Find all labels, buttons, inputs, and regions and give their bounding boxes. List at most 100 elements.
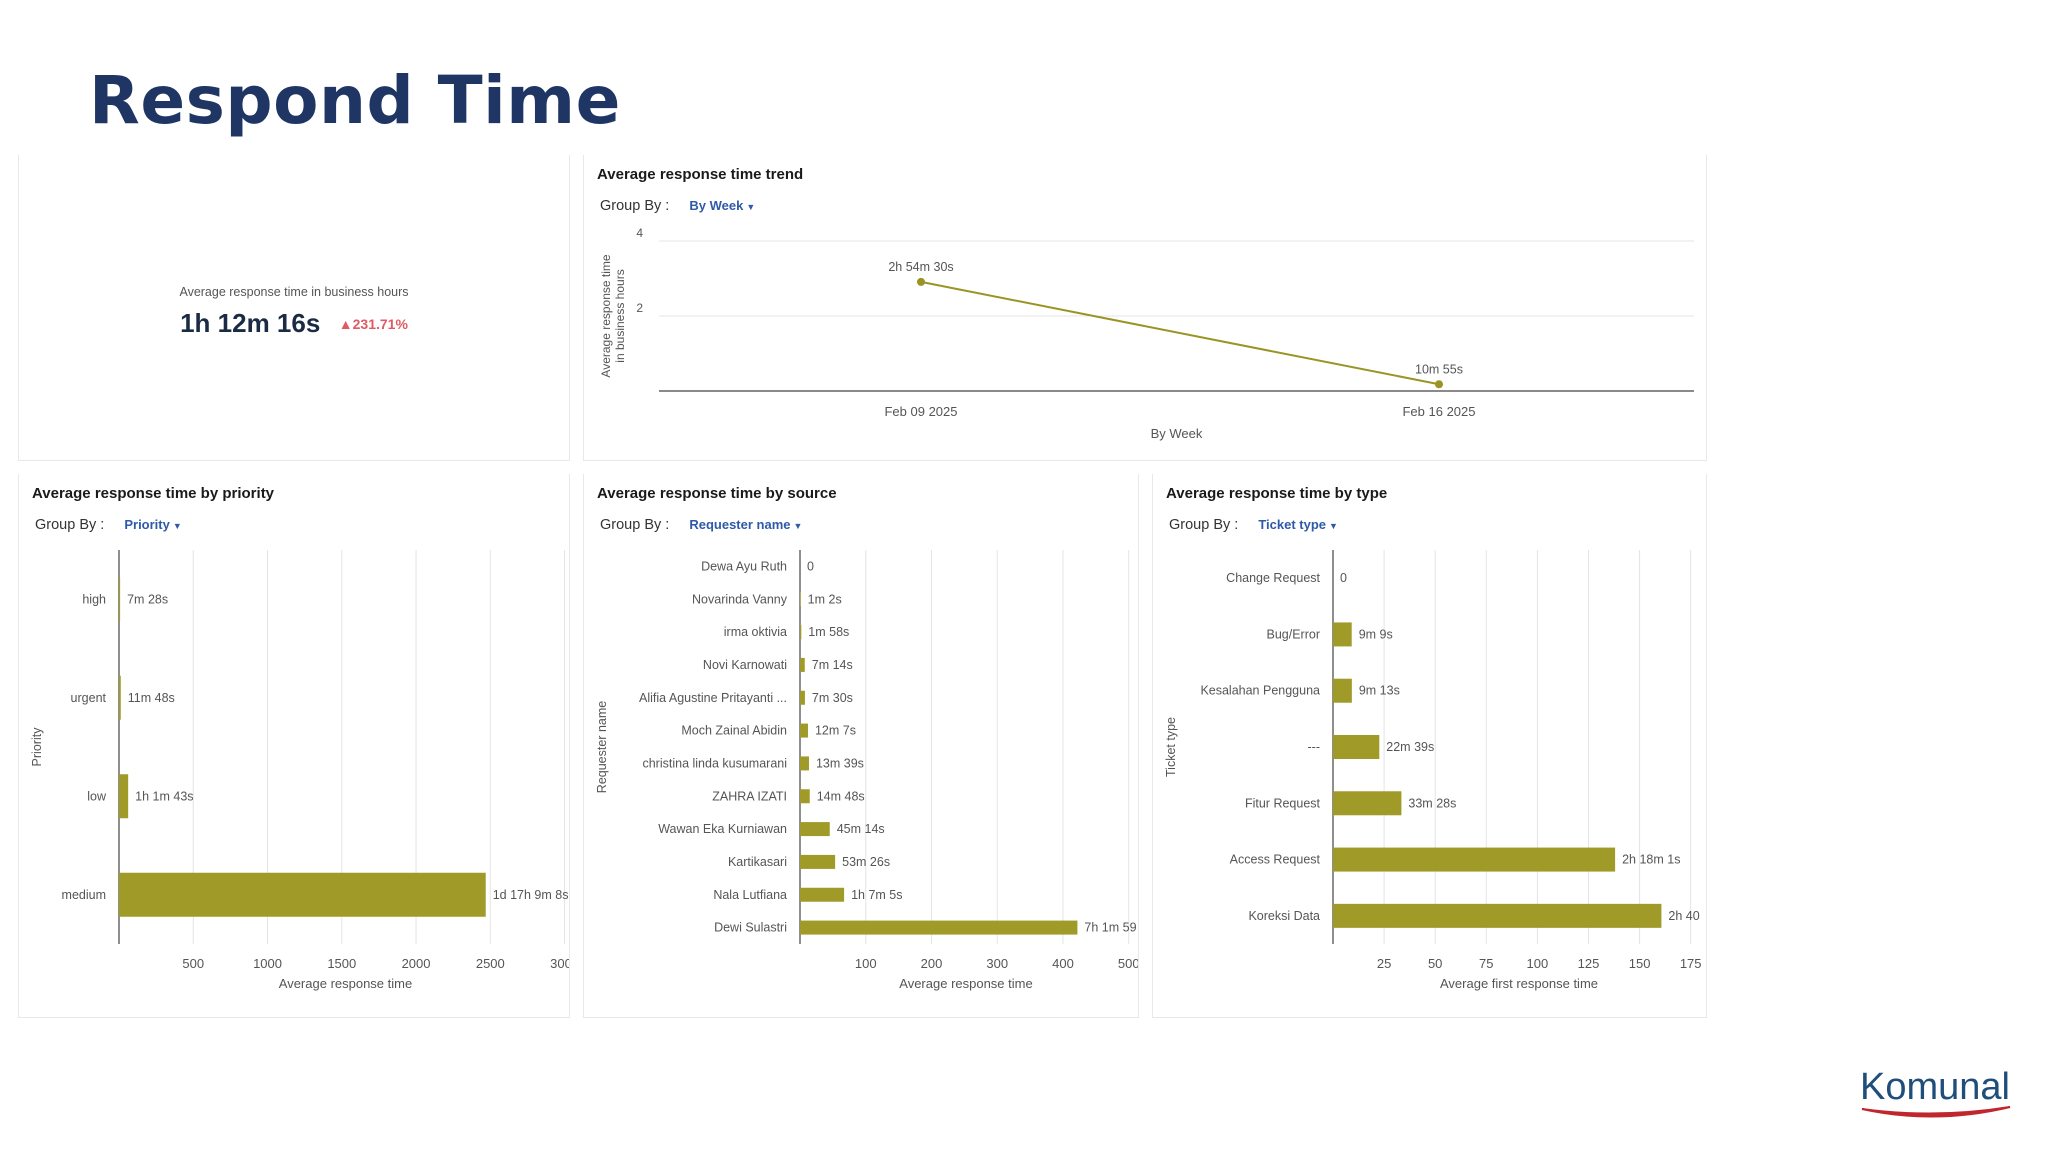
bar <box>800 723 808 738</box>
bar-value-label: 7m 14s <box>812 658 853 672</box>
groupby-value: Ticket type <box>1258 517 1327 532</box>
y-category-label: christina linda kusumarani <box>642 756 787 770</box>
groupby-dropdown[interactable]: Requester name ▼ <box>689 517 802 532</box>
bar <box>800 887 845 902</box>
x-tick-label: 3000 <box>550 956 569 971</box>
bar-value-label: 2h 18m 1s <box>1622 853 1680 867</box>
bar-value-label: 1d 17h 9m 8s <box>493 888 569 902</box>
groupby-dropdown[interactable]: Ticket type ▼ <box>1258 517 1338 532</box>
x-tick-label: 175 <box>1680 956 1702 971</box>
bar <box>800 920 1078 935</box>
bar-value-label: 11m 48s <box>128 691 175 705</box>
x-tick-label: 300 <box>986 956 1008 971</box>
y-category-label: medium <box>62 888 106 902</box>
bar-value-label: 7m 30s <box>812 691 853 705</box>
y-category-label: Nala Lutfiana <box>713 888 787 902</box>
bar <box>800 756 809 771</box>
bar-value-label: 1m 58s <box>808 625 849 639</box>
bar-value-label: 1m 2s <box>808 592 842 606</box>
y-axis-title: Requester name <box>595 701 609 793</box>
x-axis-title: Average response time <box>279 976 412 991</box>
kpi-label: Average response time in business hours <box>179 285 409 299</box>
bar <box>119 577 121 622</box>
x-tick-label: 75 <box>1479 956 1493 971</box>
y-category-label: Bug/Error <box>1267 627 1321 641</box>
x-tick-label: 100 <box>855 956 877 971</box>
y-axis-title: Priority <box>30 727 44 767</box>
kpi-delta: ▲231.71% <box>339 316 408 332</box>
bar <box>1333 735 1380 759</box>
bar-value-label: 9m 9s <box>1359 627 1393 641</box>
caret-down-icon: ▼ <box>1329 521 1338 531</box>
y-category-label: --- <box>1308 740 1321 754</box>
kpi-row: 1h 12m 16s ▲231.71% <box>19 308 569 339</box>
bar-value-label: 13m 39s <box>816 756 864 770</box>
trend-chart: 2 4 2h 54m 30s Feb 09 2025 10m 55s Feb 16 202… <box>599 226 1694 441</box>
groupby-dropdown[interactable]: By Week ▼ <box>689 198 755 213</box>
card-title: Average response time by type <box>1166 485 1388 502</box>
groupby-value: Requester name <box>689 517 791 532</box>
x-tick-label: 125 <box>1578 956 1600 971</box>
logo-text: Komunal <box>1860 1066 2010 1108</box>
y-category-label: Koreksi Data <box>1248 909 1320 923</box>
bar-value-label: 12m 7s <box>815 724 856 738</box>
card-title: Average response time by priority <box>32 485 275 502</box>
bar <box>800 592 801 607</box>
y-axis-title: Ticket type <box>1164 717 1178 777</box>
caret-down-icon: ▼ <box>172 521 182 531</box>
bar <box>1333 622 1352 647</box>
y-category-label: Kesalahan Pengguna <box>1200 684 1320 698</box>
groupby-control: Group By : By Week ▼ <box>600 198 755 214</box>
x-tick-label: 2000 <box>402 956 431 971</box>
x-tick-label: 1500 <box>327 956 356 971</box>
bar-value-label: 1h 7m 5s <box>851 888 902 902</box>
groupby-label: Group By : <box>1169 517 1239 533</box>
groupby-dropdown[interactable]: Priority ▼ <box>124 517 181 532</box>
bar-value-label: 2h 40 <box>1668 909 1699 923</box>
y-category-label: ZAHRA IZATI <box>712 789 787 803</box>
komunal-logo: Komunal <box>1860 1066 2011 1118</box>
x-tick-label: Feb 16 2025 <box>1402 404 1475 419</box>
groupby-label: Group By : <box>600 517 670 533</box>
y-category-label: Alifia Agustine Pritayanti ... <box>639 691 787 705</box>
x-tick-label: 150 <box>1629 956 1651 971</box>
type-chart: 25 50 75 100 125 150 175 Change Request 0 Bug/Err… <box>1164 550 1702 991</box>
priority-chart: 500 1000 1500 2000 2500 3000 high 7m 28s urgent 1… <box>30 550 569 991</box>
point-label: 10m 55s <box>1415 362 1463 376</box>
y-category-label: Change Request <box>1226 571 1320 585</box>
y-tick-label: 4 <box>636 226 643 240</box>
y-category-label: irma oktivia <box>724 625 787 639</box>
trend-card: Average response time trend Group By : B… <box>583 155 1707 461</box>
bar-value-label: 0 <box>1340 571 1347 585</box>
bar <box>1333 903 1662 928</box>
x-tick-label: 25 <box>1377 956 1391 971</box>
y-category-label: Fitur Request <box>1245 796 1321 810</box>
y-category-label: Novarinda Vanny <box>692 592 788 606</box>
y-category-label: Kartikasari <box>728 855 787 869</box>
y-category-label: Access Request <box>1230 853 1321 867</box>
bar <box>119 675 121 720</box>
bar <box>800 690 805 705</box>
kpi-delta-value: 231.71% <box>352 315 408 332</box>
bar <box>119 774 129 819</box>
y-category-label: Moch Zainal Abidin <box>681 724 787 738</box>
priority-card: Average response time by priority Group … <box>18 474 570 1018</box>
x-tick-label: Feb 09 2025 <box>884 404 957 419</box>
x-tick-label: 400 <box>1052 956 1074 971</box>
card-title: Average response time by source <box>597 485 837 502</box>
x-tick-label: 500 <box>182 956 204 971</box>
groupby-label: Group By : <box>600 198 670 214</box>
source-chart: 100 200 300 400 500 Dewa Ayu Ruth 0 Novarinda V… <box>595 550 1138 991</box>
data-point <box>917 277 925 286</box>
page-title: Respond Time <box>89 62 621 139</box>
bar <box>800 854 836 869</box>
x-tick-label: 100 <box>1527 956 1549 971</box>
bar <box>119 872 486 917</box>
bar <box>1333 791 1402 816</box>
bar-value-label: 0 <box>807 559 814 573</box>
y-tick-label: 2 <box>636 301 643 315</box>
groupby-value: By Week <box>689 198 744 213</box>
data-point <box>1435 380 1443 389</box>
x-axis-title: Average first response time <box>1440 976 1598 991</box>
bar-value-label: 7h 1m 59 <box>1084 921 1136 935</box>
